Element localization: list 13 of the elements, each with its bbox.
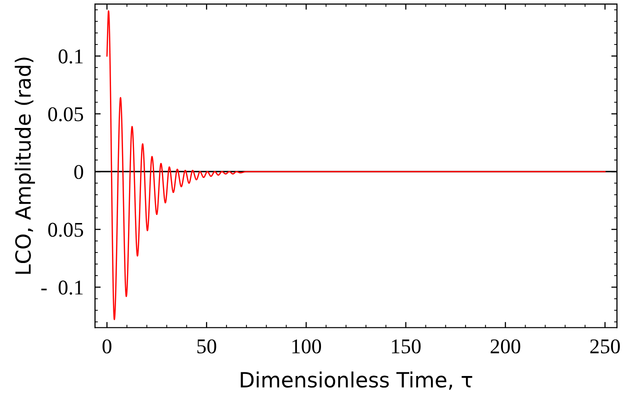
x-tick-label: 200 — [490, 339, 520, 354]
x-tick-label: 50 — [197, 339, 216, 354]
x-axis-title: Dimensionless Time, τ — [240, 372, 472, 390]
y-tick-label: 0.05 — [48, 107, 84, 122]
x-tick-label: 100 — [292, 339, 322, 354]
y-tick-label: 0.1 — [58, 49, 83, 64]
y-tick-label: 0 — [74, 164, 84, 180]
x-tick-label: 250 — [590, 339, 620, 354]
y-tick-label: - 0.1 — [41, 280, 83, 295]
y-tick-label: 0.05 — [48, 222, 84, 237]
x-tick-label: 150 — [392, 339, 421, 354]
x-tick-label: 0 — [102, 339, 112, 354]
y-axis-title: LCO, Amplitude (rad) — [14, 58, 35, 274]
